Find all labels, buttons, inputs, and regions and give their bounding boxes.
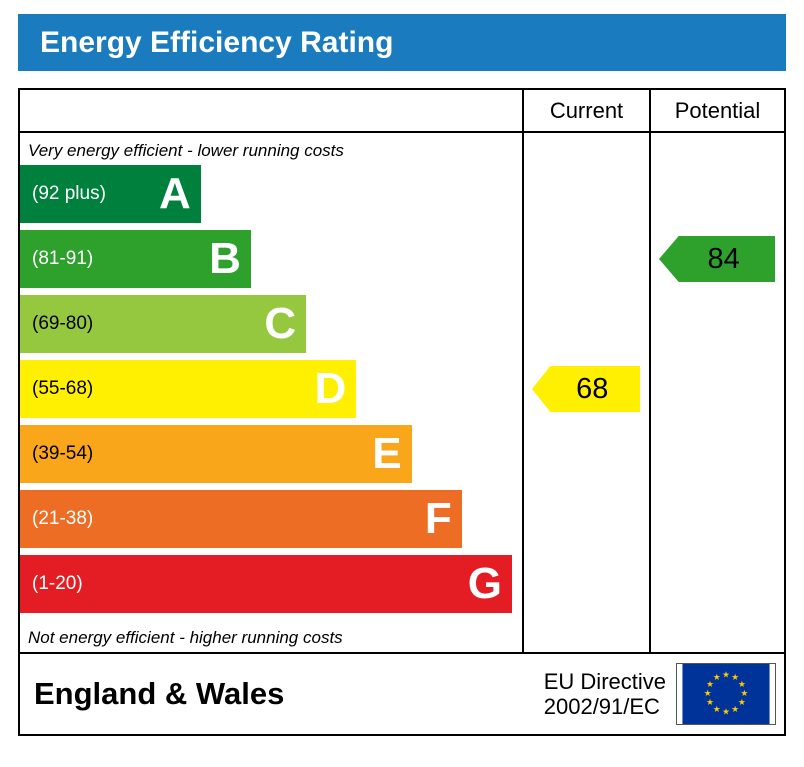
band-c-range: (69-80) bbox=[32, 313, 94, 334]
svg-text:★: ★ bbox=[722, 707, 730, 717]
band-b-range: (81-91) bbox=[32, 248, 94, 269]
band-d-range: (55-68) bbox=[32, 378, 94, 399]
band-c-letter: C bbox=[264, 299, 297, 348]
epc-page: { "header": { "title": "Energy Efficienc… bbox=[0, 14, 804, 767]
potential-rating-arrow: 84 bbox=[659, 236, 775, 282]
energy-rating-chart: Current Potential Very energy efficient … bbox=[18, 88, 786, 736]
current-column: 68 bbox=[522, 133, 649, 652]
band-c-bar: (69-80) C bbox=[20, 295, 307, 353]
potential-column: 84 bbox=[649, 133, 784, 652]
band-b-bar: (81-91) B bbox=[20, 230, 251, 288]
band-e-bar: (39-54) E bbox=[20, 425, 412, 483]
svg-text:★: ★ bbox=[738, 698, 746, 708]
eu-directive-label: EU Directive 2002/91/EC bbox=[544, 669, 666, 720]
title-bar: Energy Efficiency Rating bbox=[18, 14, 786, 71]
svg-text:★: ★ bbox=[740, 689, 748, 699]
svg-text:★: ★ bbox=[731, 673, 739, 683]
current-column-header: Current bbox=[522, 90, 649, 133]
current-rating-arrow: 68 bbox=[532, 366, 640, 412]
band-a-range: (92 plus) bbox=[32, 183, 106, 204]
band-e-range: (39-54) bbox=[32, 443, 94, 464]
svg-text:★: ★ bbox=[713, 705, 721, 715]
svg-text:★: ★ bbox=[704, 689, 712, 699]
bands-header-cell bbox=[20, 90, 522, 133]
potential-rating-value: 84 bbox=[707, 242, 740, 275]
band-f-bar: (21-38) F bbox=[20, 490, 462, 548]
band-a-bar: (92 plus) A bbox=[20, 165, 201, 223]
svg-text:★: ★ bbox=[706, 680, 714, 690]
band-a-letter: A bbox=[158, 169, 191, 218]
svg-text:★: ★ bbox=[738, 680, 746, 690]
region-label: England & Wales bbox=[34, 676, 285, 711]
band-e-letter: E bbox=[372, 429, 402, 478]
band-g-bar: (1-20) G bbox=[20, 555, 512, 613]
potential-column-header: Potential bbox=[649, 90, 784, 133]
band-f-letter: F bbox=[424, 494, 452, 543]
page-title: Energy Efficiency Rating bbox=[40, 25, 394, 59]
svg-text:★: ★ bbox=[731, 705, 739, 715]
eu-directive-line2: 2002/91/EC bbox=[543, 694, 660, 719]
bands-area: Very energy efficient - lower running co… bbox=[20, 133, 522, 652]
svg-text:★: ★ bbox=[706, 698, 714, 708]
band-d-letter: D bbox=[314, 364, 347, 413]
eu-directive-line1: EU Directive bbox=[543, 668, 666, 694]
svg-text:★: ★ bbox=[722, 671, 730, 681]
current-rating-value: 68 bbox=[576, 372, 609, 405]
eu-flag-icon: ★ ★ ★ ★ ★ ★ ★ ★ ★ ★ ★ ★ bbox=[676, 663, 776, 725]
chart-footer: England & Wales EU Directive 2002/91/EC … bbox=[20, 652, 784, 734]
band-g-letter: G bbox=[467, 559, 502, 608]
top-note: Very energy efficient - lower running co… bbox=[28, 141, 344, 160]
band-d-bar: (55-68) D bbox=[20, 360, 357, 418]
band-f-range: (21-38) bbox=[32, 508, 94, 529]
band-b-letter: B bbox=[209, 234, 241, 283]
band-g-range: (1-20) bbox=[32, 573, 83, 594]
svg-text:★: ★ bbox=[713, 673, 721, 683]
bottom-note: Not energy efficient - higher running co… bbox=[28, 628, 343, 647]
